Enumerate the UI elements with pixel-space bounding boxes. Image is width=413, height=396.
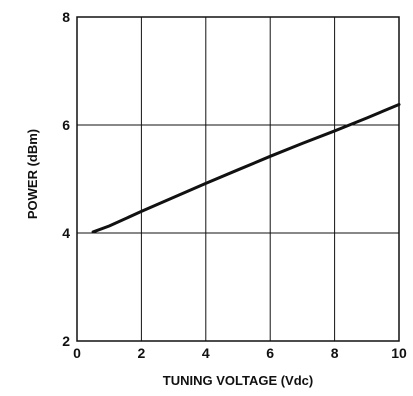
y-axis-title: POWER (dBm) [25,129,40,219]
series-line-0 [91,102,401,234]
x-tick-label-0: 0 [73,345,81,361]
x-tick-label-8: 8 [331,345,339,361]
axis-layer [76,16,400,342]
plot-frame [76,16,400,342]
grid-layer [77,17,399,341]
x-tick-label-6: 6 [266,345,274,361]
y-tick-label-4: 4 [62,225,70,241]
y-tick-label-8: 8 [62,9,70,25]
x-tick-label-2: 2 [138,345,146,361]
x-tick-label-4: 4 [202,345,210,361]
x-axis-title: TUNING VOLTAGE (Vdc) [163,373,313,388]
x-tick-label-10: 10 [391,345,407,361]
series-layer [91,102,401,234]
y-tick-label-2: 2 [62,333,70,349]
y-tick-label-6: 6 [62,117,70,133]
